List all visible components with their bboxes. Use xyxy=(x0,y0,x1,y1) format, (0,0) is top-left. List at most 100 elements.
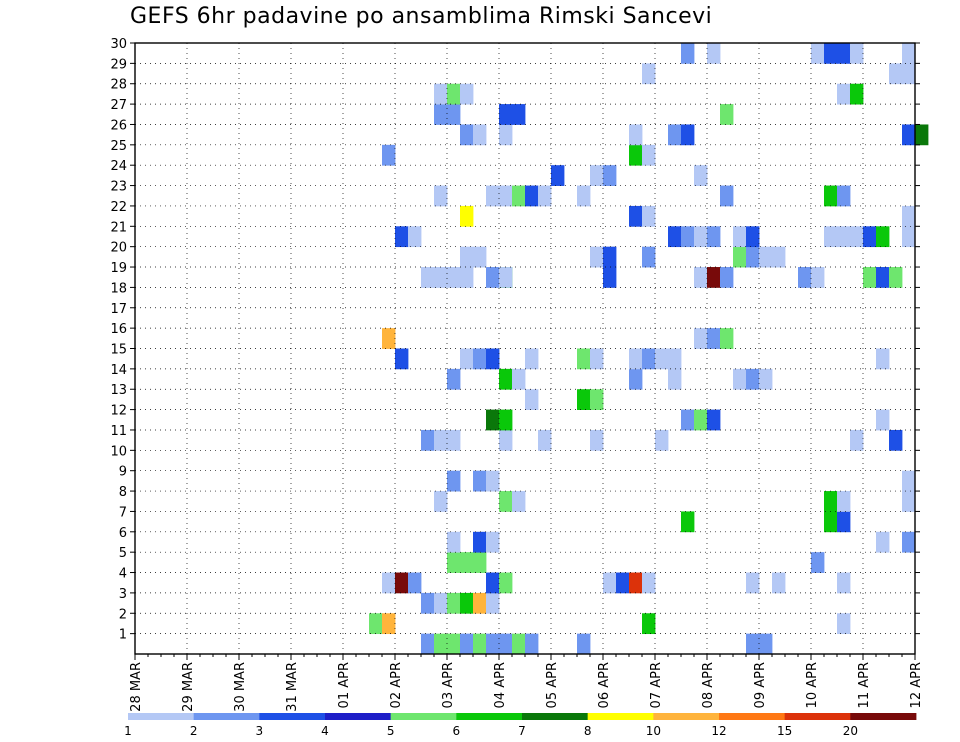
data-cell xyxy=(759,368,773,390)
colorbar-swatch xyxy=(456,713,523,720)
data-cell xyxy=(902,205,916,227)
data-cell xyxy=(720,185,734,207)
y-tick-label: 1 xyxy=(119,628,127,643)
data-cell xyxy=(837,43,851,64)
data-cell xyxy=(447,531,461,553)
y-tick-label: 26 xyxy=(110,118,127,133)
data-cell xyxy=(694,267,708,288)
data-cell xyxy=(447,83,461,105)
data-cell xyxy=(811,43,825,64)
data-cell xyxy=(642,246,656,268)
data-cell xyxy=(850,226,864,248)
data-cell xyxy=(850,83,864,105)
data-cell xyxy=(746,226,760,248)
data-cell xyxy=(551,165,565,186)
x-tick-label: 29 MAR xyxy=(181,662,196,712)
data-cell xyxy=(473,592,487,614)
data-cell xyxy=(629,348,643,370)
data-cell xyxy=(746,633,760,655)
data-cell xyxy=(525,348,539,370)
data-cell xyxy=(668,368,682,390)
data-cell xyxy=(902,124,916,146)
data-cell xyxy=(850,43,864,64)
colorbar-swatch xyxy=(522,713,589,720)
colorbar-swatch xyxy=(653,713,720,720)
colorbar-label: 8 xyxy=(584,724,592,738)
x-tick-label: 28 MAR xyxy=(129,662,144,712)
colorbar-label: 12 xyxy=(711,724,726,738)
y-tick-label: 17 xyxy=(110,302,127,317)
y-tick-label: 29 xyxy=(110,57,127,72)
data-cell xyxy=(902,470,916,492)
data-cell xyxy=(421,592,435,614)
data-cell xyxy=(473,124,487,146)
y-tick-label: 27 xyxy=(110,98,127,113)
y-tick-label: 21 xyxy=(110,220,127,235)
colorbar-label: 4 xyxy=(321,724,329,738)
data-cell xyxy=(824,226,838,248)
data-cell xyxy=(590,348,604,370)
data-cell xyxy=(447,267,461,288)
data-cell xyxy=(499,185,513,207)
y-tick-label: 30 xyxy=(110,37,127,52)
data-cell xyxy=(811,267,825,288)
data-cell xyxy=(499,267,513,288)
data-cell xyxy=(824,185,838,207)
data-cell xyxy=(811,552,825,573)
y-tick-label: 15 xyxy=(110,343,127,358)
data-cell xyxy=(642,613,656,635)
colorbar-label: 1 xyxy=(124,724,132,738)
data-cell xyxy=(434,83,448,105)
data-cell xyxy=(837,83,851,105)
data-cell xyxy=(707,409,721,431)
x-tick-label: 01 APR xyxy=(337,662,352,708)
data-cell xyxy=(746,572,760,594)
data-cell xyxy=(486,531,500,553)
data-cell xyxy=(902,491,916,512)
data-cell xyxy=(733,368,747,390)
x-tick-label: 06 APR xyxy=(597,662,612,708)
data-cell xyxy=(460,205,474,227)
data-cell xyxy=(681,226,695,248)
data-cell xyxy=(447,470,461,492)
data-cell xyxy=(850,429,864,451)
data-cell xyxy=(577,185,591,207)
colorbar-label: 20 xyxy=(843,724,858,738)
colorbar-swatch xyxy=(325,713,392,720)
data-cell xyxy=(694,328,708,349)
data-cell xyxy=(876,409,890,431)
colorbar-label: 7 xyxy=(518,724,526,738)
data-cell xyxy=(590,429,604,451)
data-cell xyxy=(447,633,461,655)
data-cell xyxy=(447,592,461,614)
data-cell xyxy=(408,572,422,594)
data-cell xyxy=(512,633,526,655)
data-cell xyxy=(486,470,500,492)
x-tick-label: 30 MAR xyxy=(233,662,248,712)
data-cell xyxy=(499,491,513,512)
data-cell xyxy=(837,572,851,594)
data-cell xyxy=(538,429,552,451)
data-cell xyxy=(590,246,604,268)
data-cell xyxy=(824,511,838,533)
y-tick-label: 5 xyxy=(119,546,127,561)
data-cell xyxy=(889,267,903,288)
data-cell xyxy=(616,572,630,594)
data-cell xyxy=(876,267,890,288)
x-tick-label: 31 MAR xyxy=(285,662,300,712)
data-cell xyxy=(798,267,812,288)
data-cell xyxy=(629,144,643,166)
y-tick-label: 7 xyxy=(119,505,127,520)
data-cell xyxy=(486,572,500,594)
data-cell xyxy=(837,613,851,635)
colorbar-swatch xyxy=(784,713,851,720)
data-cell xyxy=(590,165,604,186)
x-tick-label: 07 APR xyxy=(649,662,664,708)
data-cell xyxy=(720,104,734,125)
data-cell xyxy=(746,246,760,268)
data-cell xyxy=(460,348,474,370)
data-cell xyxy=(460,592,474,614)
data-cell xyxy=(837,511,851,533)
y-tick-label: 20 xyxy=(110,241,127,256)
x-tick-label: 11 APR xyxy=(857,662,872,708)
